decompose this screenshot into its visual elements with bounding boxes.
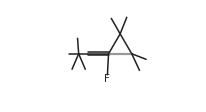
- Text: F: F: [104, 74, 110, 84]
